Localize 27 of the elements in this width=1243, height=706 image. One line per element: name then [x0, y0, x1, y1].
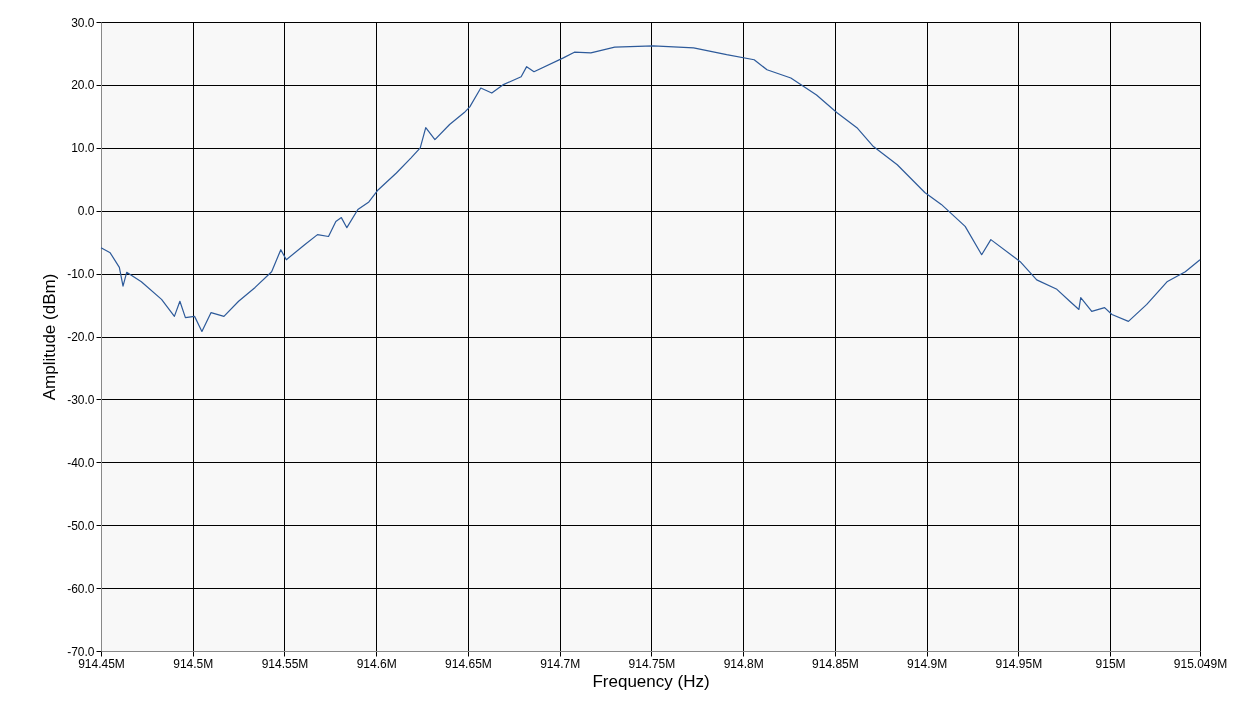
y-tick-label: 20.0 [71, 78, 95, 93]
y-tick-label: -30.0 [67, 392, 95, 407]
x-tick-label: 914.85M [812, 656, 859, 671]
y-tick-label: -50.0 [67, 518, 95, 533]
x-tick-label: 914.45M [78, 656, 125, 671]
x-tick-label: 915M [1095, 656, 1126, 671]
y-tick-label: 0.0 [77, 204, 95, 219]
y-tick-label: -40.0 [67, 455, 95, 470]
x-tick-label: 914.95M [995, 656, 1043, 671]
y-tick-label: 10.0 [71, 141, 95, 156]
x-axis-title: Frequency (Hz) [592, 671, 710, 691]
x-tick-label: 914.75M [628, 656, 676, 671]
x-tick-label: 914.7M [540, 656, 581, 671]
y-tick-label: 30.0 [71, 15, 95, 30]
x-tick-label: 914.65M [445, 656, 492, 671]
x-tick-label: 915.049M [1173, 656, 1228, 671]
x-tick-label: 914.8M [723, 656, 764, 671]
line-series [100, 45, 1201, 333]
x-tick-label: 914.5M [173, 656, 214, 671]
y-axis-title: Amplitude (dBm) [40, 273, 60, 401]
x-tick-label: 914.9M [907, 656, 948, 671]
y-tick-label: -10.0 [67, 267, 95, 282]
y-tick-label: -60.0 [67, 581, 95, 596]
x-tick-label: 914.6M [356, 656, 397, 671]
y-tick-label: -70.0 [67, 644, 95, 659]
y-tick-label: -20.0 [67, 330, 95, 344]
x-tick-label: 914.55M [261, 656, 309, 671]
